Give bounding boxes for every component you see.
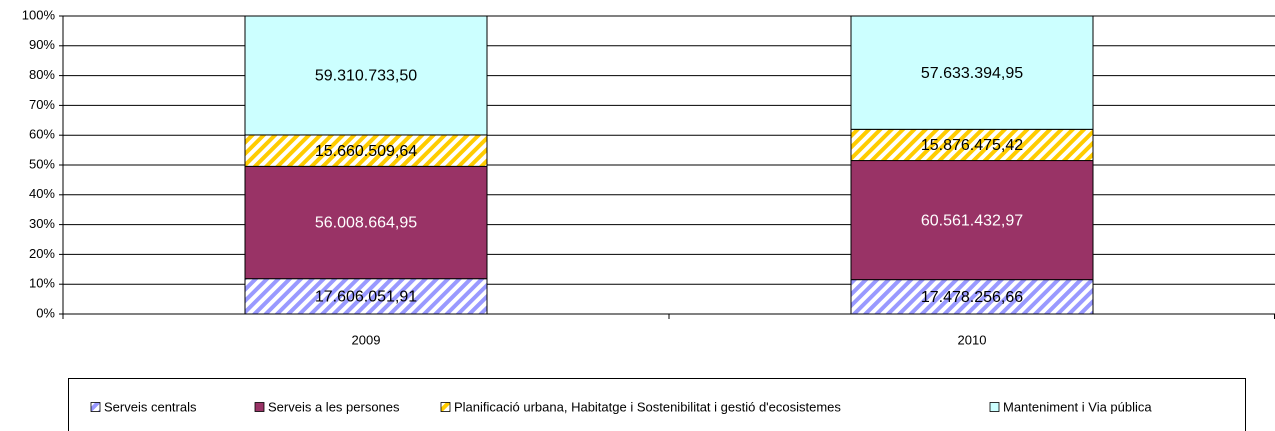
- y-tick-label: 90%: [29, 37, 55, 52]
- legend-label: Serveis centrals: [104, 399, 197, 414]
- data-label: 59.310.733,50: [315, 68, 417, 85]
- bar-segment: [850, 279, 1094, 315]
- y-tick-label: 100%: [22, 7, 56, 22]
- data-label: 56.008.664,95: [315, 215, 417, 232]
- y-tick-label: 10%: [29, 276, 55, 291]
- bar-segment: [244, 278, 488, 315]
- bar-segment: [850, 15, 1094, 130]
- x-tick-label: 2010: [958, 332, 987, 347]
- legend-marker: [989, 402, 1000, 412]
- y-tick-label: 60%: [29, 127, 55, 142]
- data-label: 17.478.256,66: [921, 289, 1023, 306]
- y-tick-label: 40%: [29, 186, 55, 201]
- bar-segment: [850, 128, 1094, 162]
- bar-segment: [244, 134, 488, 167]
- y-tick-label: 70%: [29, 97, 55, 112]
- legend-marker: [254, 402, 265, 412]
- data-label: 17.606.051,91: [315, 289, 417, 306]
- bar-segment: [850, 160, 1094, 281]
- x-tick-label: 2009: [352, 332, 381, 347]
- y-tick-label: 80%: [29, 67, 55, 82]
- legend-marker: [440, 402, 451, 412]
- y-tick-label: 20%: [29, 246, 55, 261]
- bar-segment: [244, 165, 488, 280]
- data-label: 15.876.475,42: [921, 137, 1023, 154]
- legend-label: Planificació urbana, Habitatge i Sosteni…: [454, 399, 841, 414]
- y-tick-label: 50%: [29, 156, 55, 171]
- legend-label: Serveis a les persones: [268, 399, 400, 414]
- bar-segment: [244, 15, 488, 136]
- y-tick-label: 30%: [29, 216, 55, 231]
- data-label: 60.561.432,97: [921, 212, 1023, 229]
- legend-marker: [90, 402, 101, 412]
- legend-box: [68, 378, 1246, 431]
- y-tick-label: 0%: [36, 305, 55, 320]
- data-label: 15.660.509,64: [315, 143, 417, 160]
- data-label: 57.633.394,95: [921, 65, 1023, 82]
- legend-label: Manteniment i Via pública: [1003, 399, 1152, 414]
